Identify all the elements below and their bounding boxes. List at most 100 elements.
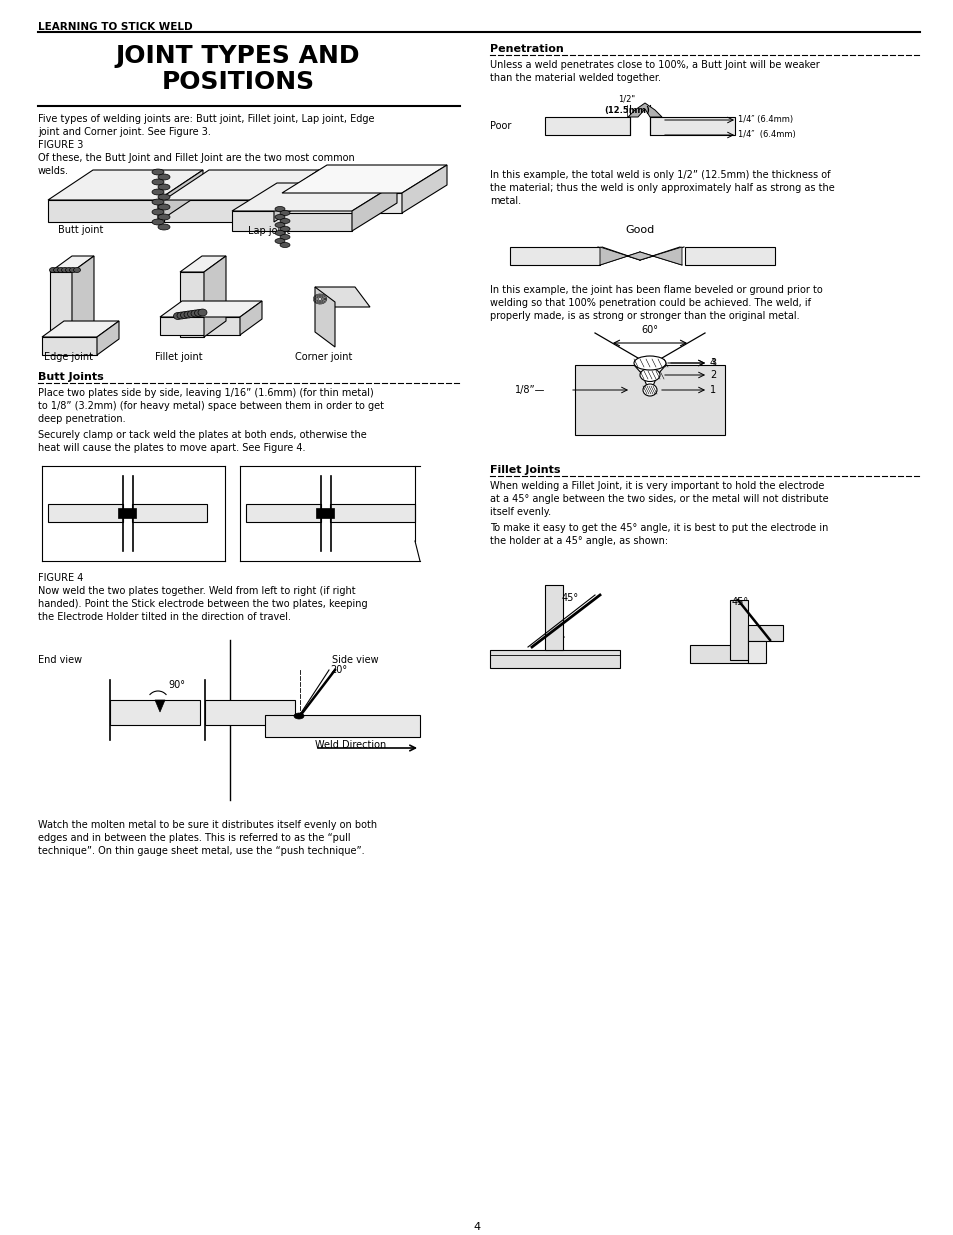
Text: properly made, is as strong or stronger than the original metal.: properly made, is as strong or stronger … — [490, 311, 799, 321]
Ellipse shape — [280, 235, 290, 240]
Bar — [490, 650, 619, 668]
Ellipse shape — [180, 311, 190, 319]
Bar — [649, 117, 734, 135]
Text: When welding a Fillet Joint, it is very important to hold the electrode: When welding a Fillet Joint, it is very … — [490, 480, 823, 492]
Ellipse shape — [73, 268, 80, 273]
Text: joint and Corner joint. See Figure 3.: joint and Corner joint. See Figure 3. — [38, 127, 211, 137]
Ellipse shape — [158, 174, 170, 180]
Polygon shape — [282, 193, 401, 212]
Polygon shape — [97, 321, 119, 354]
Bar — [48, 504, 123, 522]
Text: (12.5mm): (12.5mm) — [603, 106, 649, 115]
Text: Lap joint: Lap joint — [248, 226, 290, 236]
Text: 1/2": 1/2" — [618, 95, 635, 104]
Polygon shape — [240, 301, 262, 335]
Text: edges and in between the plates. This is referred to as the “pull: edges and in between the plates. This is… — [38, 832, 351, 844]
Text: deep penetration.: deep penetration. — [38, 414, 126, 424]
Ellipse shape — [634, 356, 665, 370]
Ellipse shape — [274, 215, 285, 220]
Polygon shape — [352, 183, 396, 231]
Polygon shape — [232, 183, 396, 211]
Ellipse shape — [50, 268, 56, 273]
Polygon shape — [180, 256, 226, 272]
Ellipse shape — [177, 312, 186, 319]
Polygon shape — [48, 170, 203, 200]
Text: Good: Good — [625, 225, 654, 235]
Text: than the material welded together.: than the material welded together. — [490, 73, 660, 83]
Ellipse shape — [158, 214, 170, 220]
Polygon shape — [71, 256, 94, 337]
Ellipse shape — [57, 268, 65, 273]
Bar — [510, 247, 599, 266]
Text: Unless a weld penetrates close to 100%, a Butt Joint will be weaker: Unless a weld penetrates close to 100%, … — [490, 61, 819, 70]
Text: Corner joint: Corner joint — [294, 352, 352, 362]
Text: technique”. On thin gauge sheet metal, use the “push technique”.: technique”. On thin gauge sheet metal, u… — [38, 846, 364, 856]
Text: Of these, the Butt Joint and Fillet Joint are the two most common: Of these, the Butt Joint and Fillet Join… — [38, 153, 355, 163]
Bar — [544, 117, 629, 135]
Ellipse shape — [152, 199, 164, 205]
Text: Now weld the two plates together. Weld from left to right (if right: Now weld the two plates together. Weld f… — [38, 585, 355, 597]
Polygon shape — [48, 200, 158, 222]
Polygon shape — [180, 272, 204, 337]
Polygon shape — [274, 170, 318, 222]
Text: Side view: Side view — [332, 655, 378, 664]
Text: Weld Direction: Weld Direction — [314, 740, 386, 750]
Text: LEARNING TO STICK WELD: LEARNING TO STICK WELD — [38, 22, 193, 32]
Text: Edge joint: Edge joint — [44, 352, 92, 362]
Ellipse shape — [274, 206, 285, 211]
Polygon shape — [50, 272, 71, 337]
Text: the holder at a 45° angle, as shown:: the holder at a 45° angle, as shown: — [490, 536, 667, 546]
Text: FIGURE 3: FIGURE 3 — [38, 140, 83, 149]
Text: In this example, the joint has been flame beveled or ground prior to: In this example, the joint has been flam… — [490, 285, 821, 295]
Ellipse shape — [66, 268, 72, 273]
Text: the material; thus the weld is only approximately half as strong as the: the material; thus the weld is only appr… — [490, 183, 834, 193]
Polygon shape — [634, 366, 665, 393]
Text: Butt Joints: Butt Joints — [38, 372, 104, 382]
Text: Penetration: Penetration — [490, 44, 563, 54]
Text: 3: 3 — [709, 358, 716, 368]
Bar — [132, 504, 207, 522]
Text: the Electrode Holder tilted in the direction of travel.: the Electrode Holder tilted in the direc… — [38, 613, 291, 622]
Bar — [110, 700, 200, 725]
Ellipse shape — [274, 231, 285, 236]
Ellipse shape — [152, 179, 164, 185]
Text: metal.: metal. — [490, 196, 520, 206]
Polygon shape — [160, 317, 240, 335]
Ellipse shape — [639, 368, 659, 382]
Ellipse shape — [637, 357, 662, 369]
Bar — [315, 508, 334, 517]
Text: 4: 4 — [473, 1221, 480, 1233]
Ellipse shape — [173, 312, 182, 320]
Ellipse shape — [280, 210, 290, 215]
Ellipse shape — [158, 194, 170, 200]
Ellipse shape — [274, 238, 285, 243]
Ellipse shape — [194, 310, 203, 316]
Text: itself evenly.: itself evenly. — [490, 508, 551, 517]
Polygon shape — [50, 256, 94, 272]
Text: 1/8”—: 1/8”— — [514, 385, 544, 395]
Text: 45°: 45° — [731, 597, 748, 606]
Text: at a 45° angle between the two sides, or the metal will not distribute: at a 45° angle between the two sides, or… — [490, 494, 828, 504]
Polygon shape — [42, 321, 119, 337]
Text: Watch the molten metal to be sure it distributes itself evenly on both: Watch the molten metal to be sure it dis… — [38, 820, 376, 830]
Ellipse shape — [61, 268, 69, 273]
Polygon shape — [627, 103, 661, 117]
Ellipse shape — [274, 222, 285, 227]
Text: Butt joint: Butt joint — [58, 225, 103, 235]
Text: Fillet joint: Fillet joint — [154, 352, 202, 362]
Ellipse shape — [53, 268, 60, 273]
Polygon shape — [282, 165, 447, 193]
Polygon shape — [164, 170, 318, 200]
Ellipse shape — [198, 309, 207, 316]
Polygon shape — [599, 247, 681, 266]
Text: Fillet Joints: Fillet Joints — [490, 466, 560, 475]
Text: to 1/8” (3.2mm) (for heavy metal) space between them in order to get: to 1/8” (3.2mm) (for heavy metal) space … — [38, 401, 384, 411]
Polygon shape — [232, 211, 352, 231]
Polygon shape — [401, 165, 447, 212]
Text: 45°: 45° — [561, 593, 578, 603]
Ellipse shape — [152, 209, 164, 215]
Ellipse shape — [280, 242, 290, 247]
Text: 60°: 60° — [640, 325, 658, 335]
Text: To make it easy to get the 45° angle, it is best to put the electrode in: To make it easy to get the 45° angle, it… — [490, 522, 827, 534]
Text: Five types of welding joints are: Butt joint, Fillet joint, Lap joint, Edge: Five types of welding joints are: Butt j… — [38, 114, 375, 124]
